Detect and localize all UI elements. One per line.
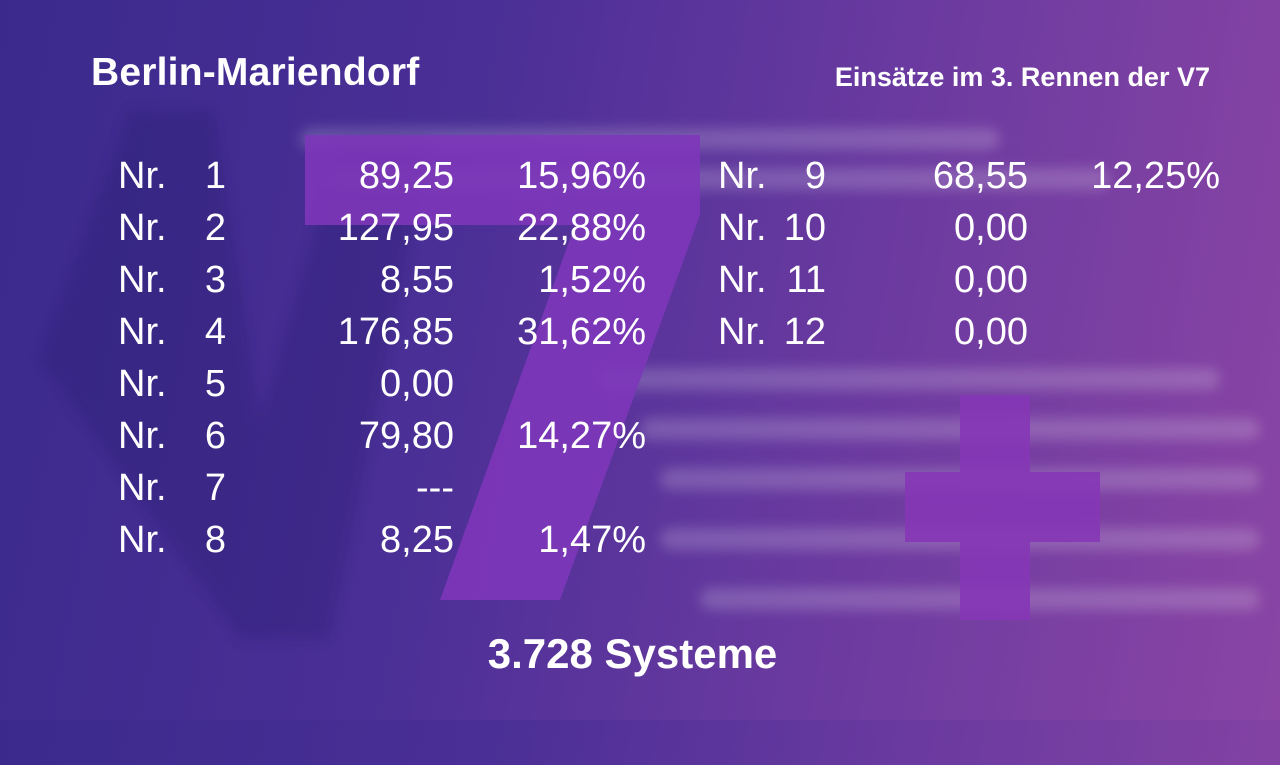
- stake-amount: 89,25: [358, 155, 454, 197]
- stake-row: Nr. 7 ---: [0, 463, 1280, 513]
- stake-amount: 176,85: [337, 311, 454, 353]
- row-prefix: Nr.: [718, 311, 767, 353]
- row-prefix: Nr.: [118, 467, 167, 509]
- stake-amount: 8,25: [380, 519, 454, 561]
- stake-amount: 0,00: [954, 259, 1028, 301]
- stake-percent: 1,47%: [538, 519, 646, 561]
- horse-number: 3: [204, 259, 226, 301]
- page-title: Berlin-Mariendorf: [91, 51, 420, 94]
- horse-number: 5: [204, 363, 226, 405]
- stake-row: Nr. 1 89,25 15,96% Nr. 9 68,55 12,25%: [0, 151, 1280, 201]
- stake-row: Nr. 5 0,00: [0, 359, 1280, 409]
- stake-amount: 79,80: [358, 415, 454, 457]
- stake-amount: 127,95: [337, 207, 454, 249]
- row-prefix: Nr.: [118, 415, 167, 457]
- stake-amount: 8,55: [380, 259, 454, 301]
- horse-number: 9: [804, 155, 826, 197]
- row-prefix: Nr.: [718, 207, 767, 249]
- horse-number: 6: [204, 415, 226, 457]
- horse-number: 4: [204, 311, 226, 353]
- stake-percent: 22,88%: [517, 207, 646, 249]
- row-prefix: Nr.: [118, 259, 167, 301]
- row-prefix: Nr.: [718, 155, 767, 197]
- horse-number: 1: [204, 155, 226, 197]
- stake-amount: 68,55: [932, 155, 1028, 197]
- stake-percent: 15,96%: [517, 155, 646, 197]
- horse-number: 2: [204, 207, 226, 249]
- stake-percent: 12,25%: [1091, 155, 1220, 197]
- row-prefix: Nr.: [718, 259, 767, 301]
- horse-number: 12: [783, 311, 826, 353]
- row-prefix: Nr.: [118, 311, 167, 353]
- stake-percent: 14,27%: [517, 415, 646, 457]
- horse-number: 7: [204, 467, 226, 509]
- row-prefix: Nr.: [118, 519, 167, 561]
- stake-amount: 0,00: [380, 363, 454, 405]
- stake-row: Nr. 2 127,95 22,88% Nr. 10 0,00: [0, 203, 1280, 253]
- horse-number: 8: [204, 519, 226, 561]
- stake-row: Nr. 3 8,55 1,52% Nr. 11 0,00: [0, 255, 1280, 305]
- stake-amount: 0,00: [954, 207, 1028, 249]
- stake-row: Nr. 6 79,80 14,27%: [0, 411, 1280, 461]
- systems-count: 3.728 Systeme: [487, 630, 778, 677]
- row-prefix: Nr.: [118, 207, 167, 249]
- stake-amount: ---: [416, 467, 454, 509]
- row-prefix: Nr.: [118, 155, 167, 197]
- stake-percent: 1,52%: [538, 259, 646, 301]
- stake-row: Nr. 8 8,25 1,47%: [0, 515, 1280, 565]
- horse-number: 10: [783, 207, 826, 249]
- stake-percent: 31,62%: [517, 311, 646, 353]
- race-subtitle: Einsätze im 3. Rennen der V7: [834, 62, 1210, 92]
- stake-amount: 0,00: [954, 311, 1028, 353]
- stake-row: Nr. 4 176,85 31,62% Nr. 12 0,00: [0, 307, 1280, 357]
- horse-number: 11: [786, 259, 826, 301]
- row-prefix: Nr.: [118, 363, 167, 405]
